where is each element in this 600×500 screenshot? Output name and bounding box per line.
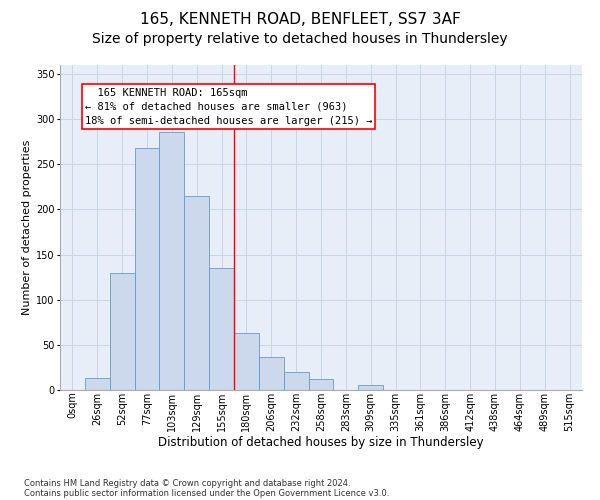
- Text: 165, KENNETH ROAD, BENFLEET, SS7 3AF: 165, KENNETH ROAD, BENFLEET, SS7 3AF: [140, 12, 460, 28]
- Bar: [85, 378, 110, 390]
- Bar: [184, 196, 209, 390]
- Bar: [234, 333, 259, 390]
- Text: Contains public sector information licensed under the Open Government Licence v3: Contains public sector information licen…: [24, 488, 389, 498]
- Bar: [284, 372, 308, 390]
- Bar: [160, 132, 184, 390]
- X-axis label: Distribution of detached houses by size in Thundersley: Distribution of detached houses by size …: [158, 436, 484, 450]
- Text: Contains HM Land Registry data © Crown copyright and database right 2024.: Contains HM Land Registry data © Crown c…: [24, 478, 350, 488]
- Bar: [308, 379, 334, 390]
- Bar: [110, 272, 134, 390]
- Text: Size of property relative to detached houses in Thundersley: Size of property relative to detached ho…: [92, 32, 508, 46]
- Bar: [209, 268, 234, 390]
- Bar: [134, 148, 160, 390]
- Bar: [259, 356, 284, 390]
- Text: 165 KENNETH ROAD: 165sqm  
← 81% of detached houses are smaller (963)
18% of sem: 165 KENNETH ROAD: 165sqm ← 81% of detach…: [85, 88, 373, 126]
- Bar: [358, 386, 383, 390]
- Y-axis label: Number of detached properties: Number of detached properties: [22, 140, 32, 315]
